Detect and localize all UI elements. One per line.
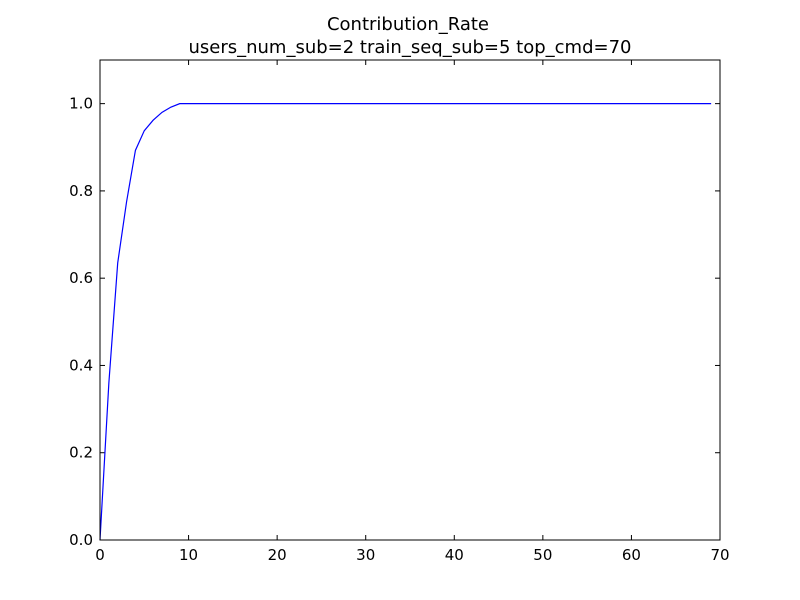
- x-tick-label: 50: [533, 546, 552, 564]
- y-tick-label: 0.6: [69, 269, 93, 287]
- x-tick-label: 20: [268, 546, 287, 564]
- x-tick-label: 0: [95, 546, 105, 564]
- chart-title: Contribution_Rate: [327, 14, 489, 35]
- y-tick-label: 0.8: [69, 182, 93, 200]
- axes-frame: [99, 59, 721, 541]
- y-tick-label: 0.0: [69, 531, 93, 549]
- x-tick-label: 40: [445, 546, 464, 564]
- x-tick-label: 70: [710, 546, 729, 564]
- x-tick-label: 10: [179, 546, 198, 564]
- chart-subtitle: users_num_sub=2 train_seq_sub=5 top_cmd=…: [188, 37, 631, 58]
- series-line: [99, 103, 712, 541]
- y-tick-label: 0.4: [69, 356, 93, 374]
- x-tick-label: 30: [356, 546, 375, 564]
- series-layer: [99, 103, 712, 541]
- y-tick-label: 0.2: [69, 444, 93, 462]
- x-tick-label: 60: [622, 546, 641, 564]
- axis-ticks: 0 10 20 30 40 50 60 70 0.0 0.2 0.4 0.6 0.8 1.0: [69, 60, 730, 564]
- y-tick-label: 1.0: [69, 95, 93, 113]
